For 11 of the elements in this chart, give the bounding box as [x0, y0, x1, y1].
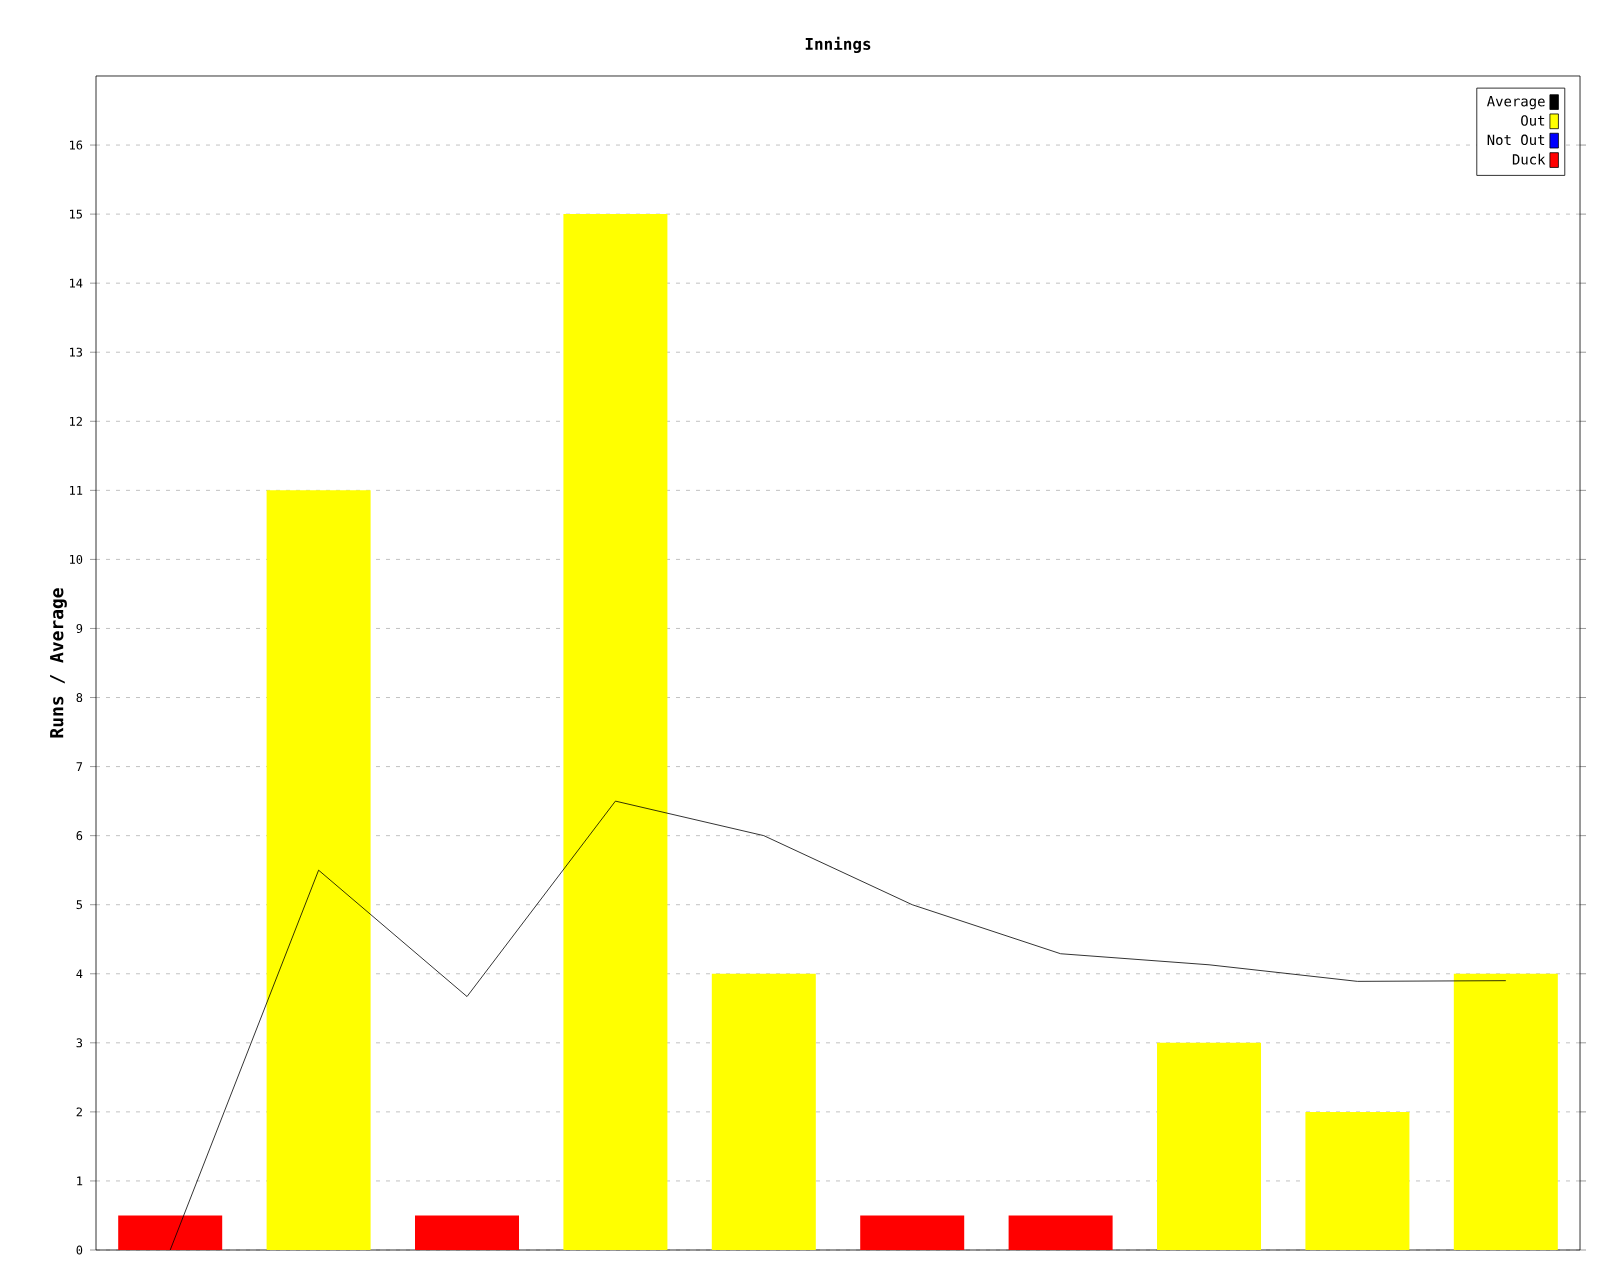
- bar: [711, 973, 816, 1250]
- bar: [860, 1215, 965, 1250]
- bar: [563, 214, 668, 1250]
- y-axis-title: Runs / Average: [50, 588, 67, 738]
- bar: [1157, 1042, 1262, 1250]
- bar: [266, 490, 371, 1250]
- bar: [118, 1215, 223, 1250]
- bar: [1453, 973, 1558, 1250]
- bar: [1305, 1111, 1410, 1250]
- bar: [1008, 1215, 1113, 1250]
- bar: [415, 1215, 520, 1250]
